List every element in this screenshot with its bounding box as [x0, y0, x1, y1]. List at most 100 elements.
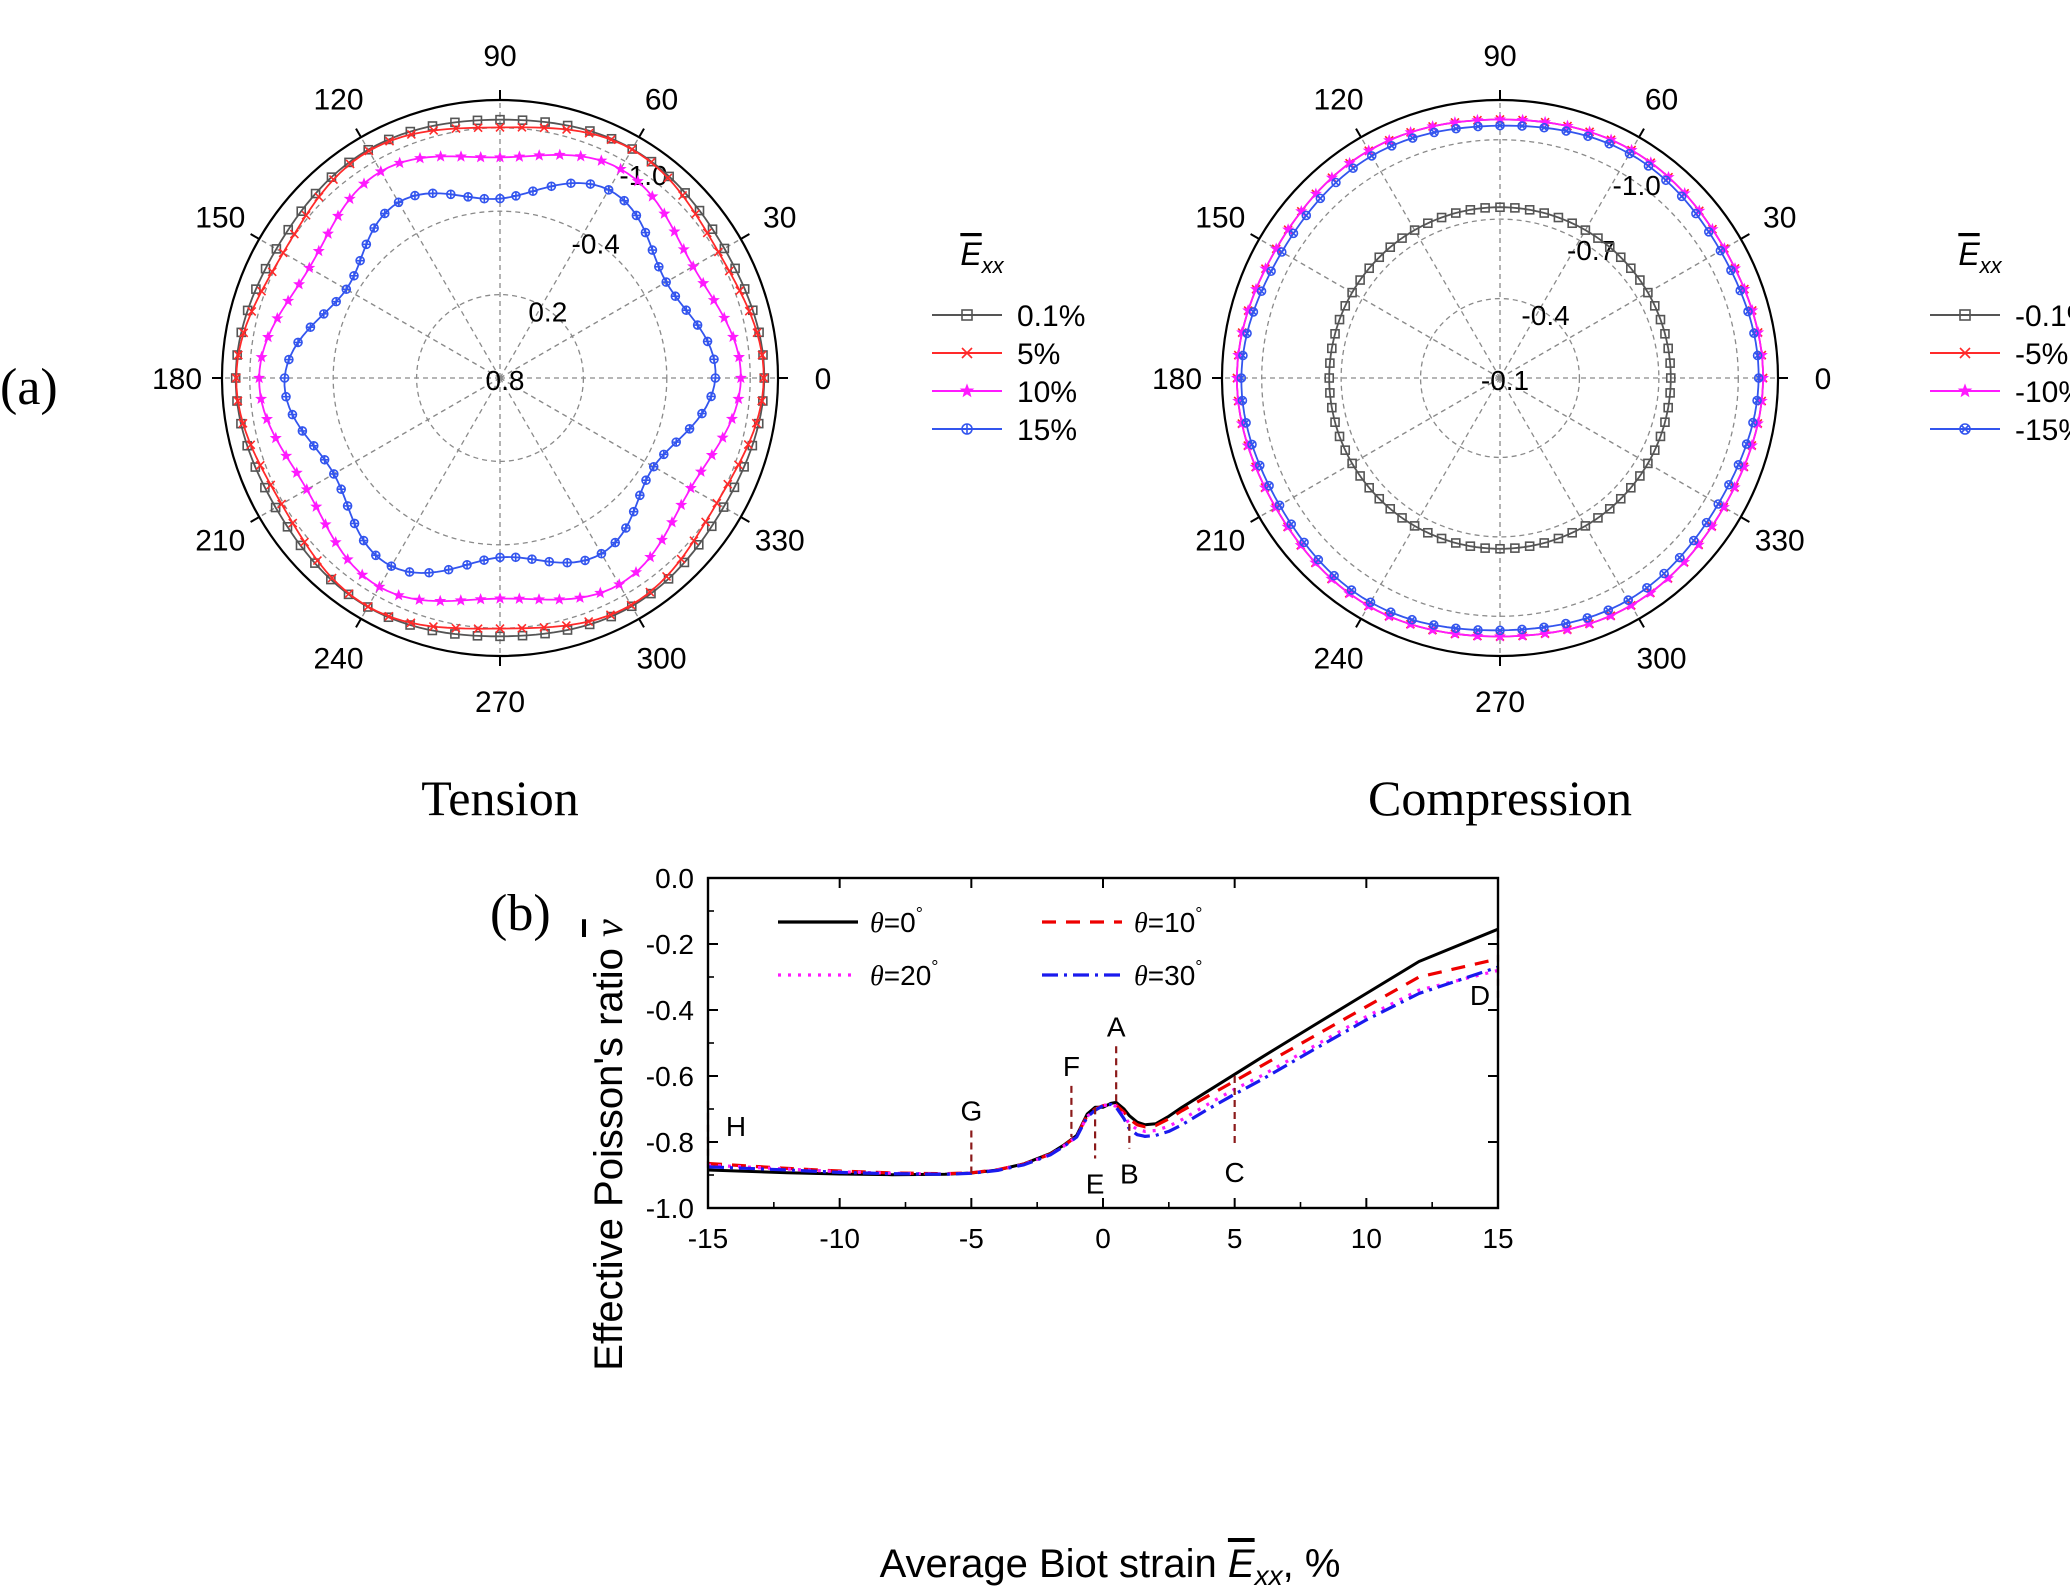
- series-marker-3: [546, 181, 557, 192]
- radial-gridline: [258, 238, 501, 379]
- series-marker-1: [328, 174, 339, 185]
- legend-label-3: θ=30°: [1134, 957, 1202, 992]
- series-marker-2: [666, 515, 678, 528]
- series-marker-1: [713, 247, 723, 257]
- series-marker-3: [1703, 227, 1714, 237]
- series-marker-0: [1524, 205, 1535, 215]
- series-marker-2: [1662, 571, 1675, 584]
- series-marker-3: [1247, 439, 1257, 450]
- series-marker-1: [606, 135, 616, 145]
- series-marker-3: [1560, 618, 1571, 629]
- series-marker-3: [670, 291, 681, 302]
- series-marker-3: [640, 227, 651, 238]
- series-marker-1: [495, 624, 505, 634]
- series-marker-1: [289, 229, 299, 239]
- series-marker-3: [648, 461, 659, 472]
- series-marker-0: [1409, 225, 1420, 235]
- series-marker-3: [369, 223, 379, 233]
- series-marker-3: [1242, 328, 1252, 339]
- x-tick-label: 15: [1482, 1223, 1513, 1254]
- series-marker-3: [1749, 328, 1759, 339]
- series-marker-2: [1561, 623, 1574, 635]
- series-marker-0: [270, 502, 281, 513]
- series-marker-3: [1741, 439, 1752, 449]
- series-marker-3: [1582, 613, 1593, 623]
- series-marker-0: [1397, 233, 1407, 243]
- line-series-2: [707, 968, 1499, 1176]
- tension-title: Tension: [421, 770, 579, 826]
- radial-gridline: [499, 377, 640, 620]
- angle-tick: [638, 618, 645, 628]
- series-marker-0: [1665, 358, 1675, 368]
- legend-marker: [961, 309, 973, 321]
- series-marker-1: [517, 122, 527, 132]
- series-marker-3: [1274, 500, 1285, 511]
- x-tick-label: -5: [959, 1223, 984, 1254]
- angle-tick: [740, 233, 750, 240]
- series-marker-3: [1539, 622, 1549, 633]
- angle-label-300: 300: [1636, 643, 1686, 676]
- series-marker-2: [677, 242, 690, 255]
- radial-gridline: [1499, 377, 1640, 620]
- series-marker-0: [1409, 521, 1420, 531]
- series-marker-2: [1539, 627, 1552, 639]
- angle-label-270: 270: [475, 686, 525, 719]
- legend-label: 10%: [1017, 376, 1077, 409]
- panel-label-a: (a): [0, 359, 58, 416]
- x-axis-label: Average Biot strain Exx, %: [880, 1542, 1341, 1590]
- series-marker-3: [1643, 161, 1654, 171]
- radial-gridline: [1360, 377, 1501, 620]
- series-marker-3: [1315, 193, 1326, 204]
- series-marker-3: [610, 537, 621, 548]
- annotation-label-D: D: [1470, 980, 1490, 1011]
- series-marker-3: [1301, 210, 1312, 221]
- radial-gridline: [1499, 377, 1742, 518]
- angle-tick: [1250, 233, 1260, 240]
- series-marker-3: [1407, 133, 1418, 143]
- series-marker-3: [479, 193, 490, 204]
- series-marker-3: [1624, 148, 1635, 159]
- series-marker-0: [1663, 343, 1673, 354]
- series-marker-1: [255, 460, 265, 470]
- radial-tick-label: 0.8: [486, 365, 525, 396]
- series-marker-0: [646, 156, 657, 167]
- series-marker-3: [1451, 123, 1461, 134]
- radial-tick-label: 0.2: [528, 297, 567, 328]
- series-marker-0: [283, 224, 294, 235]
- x-tick-label: 10: [1351, 1223, 1382, 1254]
- series-marker-1: [277, 499, 287, 509]
- series-marker-2: [356, 568, 369, 580]
- series-marker-2: [716, 431, 729, 443]
- series-marker-0: [310, 188, 321, 199]
- annotation-label-E: E: [1086, 1169, 1105, 1200]
- series-marker-0: [1593, 233, 1603, 243]
- series-marker-3: [1674, 552, 1685, 563]
- series-marker-3: [1691, 208, 1701, 219]
- series-marker-2: [343, 192, 356, 205]
- series-marker-0: [1364, 263, 1374, 274]
- series-marker-0: [343, 589, 354, 600]
- series-marker-2: [1745, 439, 1758, 451]
- angle-label-240: 240: [313, 643, 363, 676]
- series-marker-2: [260, 412, 273, 425]
- series-marker-0: [1649, 301, 1660, 311]
- y-tick-label: 0.0: [655, 863, 694, 894]
- series-marker-3: [628, 506, 639, 517]
- series-marker-2: [280, 449, 293, 461]
- series-marker-3: [1241, 417, 1251, 428]
- series-marker-2: [1692, 538, 1705, 550]
- radial-tick-label: -0.4: [572, 228, 620, 259]
- series-marker-2: [312, 244, 325, 257]
- series-marker-3: [1386, 141, 1397, 151]
- series-marker-3: [331, 296, 341, 307]
- series-marker-2: [300, 483, 313, 495]
- series-marker-1: [539, 123, 549, 133]
- series-marker-0: [1660, 329, 1670, 339]
- series-marker-0: [1539, 538, 1549, 548]
- series-marker-0: [1510, 203, 1520, 213]
- series-marker-2: [1561, 119, 1574, 132]
- series-marker-2: [319, 518, 332, 530]
- series-marker-2: [1309, 187, 1322, 200]
- series-marker-1: [233, 396, 243, 406]
- series-marker-3: [1583, 131, 1593, 142]
